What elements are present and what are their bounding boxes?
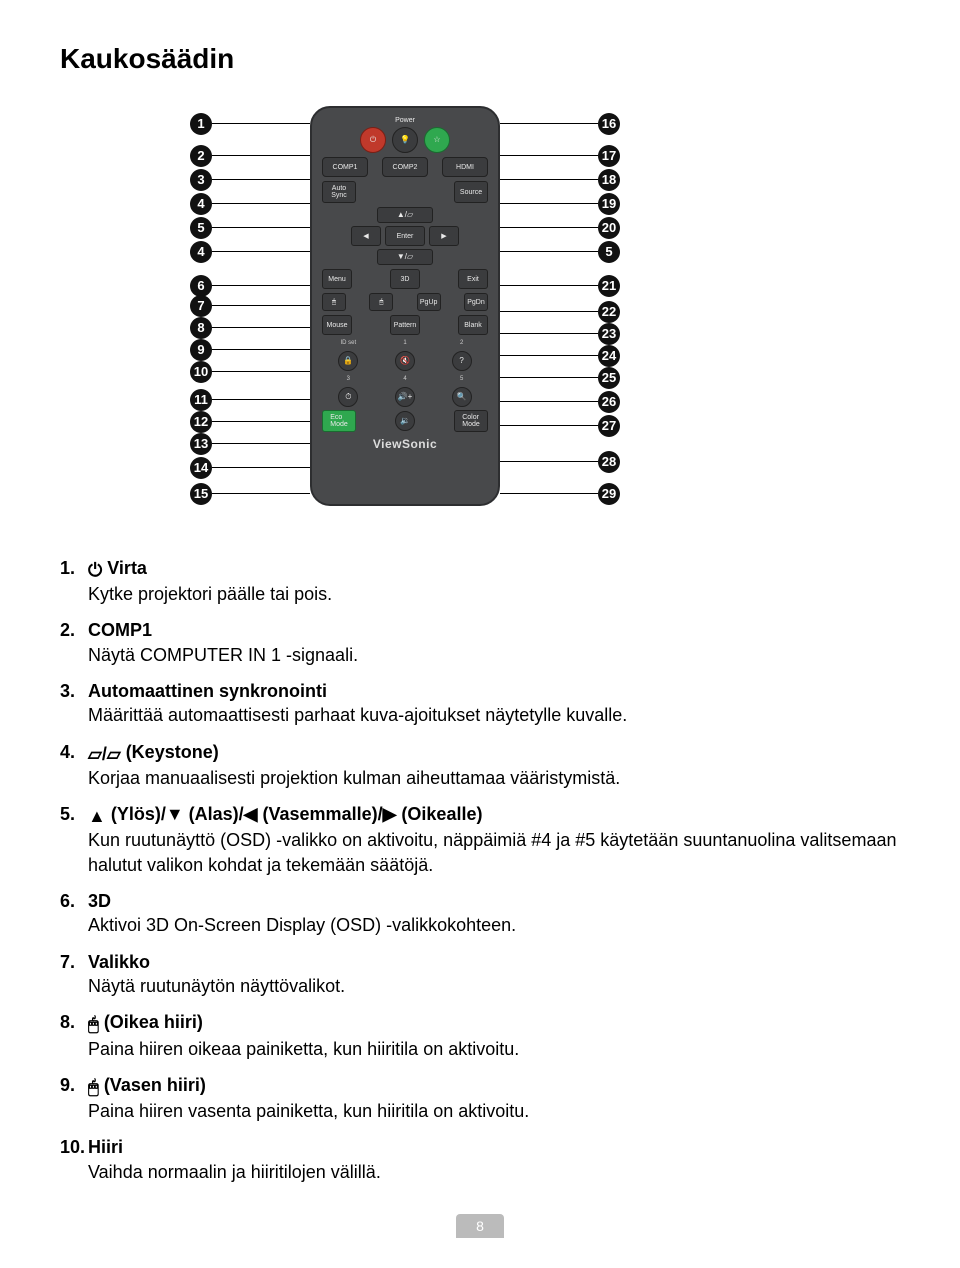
mouse-l-button[interactable]: 🖱 bbox=[369, 293, 393, 311]
callout-10: 10 bbox=[190, 361, 310, 383]
power-button[interactable]: ⏻ bbox=[360, 127, 386, 153]
callout-22: 22 bbox=[500, 301, 620, 323]
list-item: 🖱 (Oikea hiiri)Paina hiiren oikeaa paini… bbox=[60, 1010, 900, 1061]
voldown-button[interactable]: 🔉 bbox=[395, 411, 415, 431]
timer-button[interactable]: ⏱ bbox=[338, 387, 358, 407]
callout-9: 9 bbox=[190, 339, 310, 361]
callout-16: 16 bbox=[500, 113, 620, 135]
list-item: ValikkoNäytä ruutunäytön näyttövalikot. bbox=[60, 950, 900, 999]
page-title: Kaukosäädin bbox=[60, 40, 900, 78]
callout-6: 6 bbox=[190, 275, 310, 297]
enter-button[interactable]: Enter bbox=[385, 226, 425, 246]
pgdn-button[interactable]: PgDn bbox=[464, 293, 488, 311]
callout-20: 20 bbox=[500, 217, 620, 239]
callout-3: 3 bbox=[190, 169, 310, 191]
callout-26: 26 bbox=[500, 391, 620, 413]
remote-body: Power ⏻ 💡 ☆ COMP1 COMP2 HDMI Auto Sync S… bbox=[310, 106, 500, 506]
colormode-button[interactable]: Color Mode bbox=[454, 410, 488, 432]
list-item: ▲ (Ylös)/▼ (Alas)/◀ (Vasemmalle)/▶ (Oike… bbox=[60, 802, 900, 877]
callout-4: 4 bbox=[190, 193, 310, 215]
list-item: 3DAktivoi 3D On-Screen Display (OSD) -va… bbox=[60, 889, 900, 938]
blank-button[interactable]: Blank bbox=[458, 315, 488, 335]
keystone-icon: ▱/▱ bbox=[88, 742, 121, 766]
list-item: ▱/▱ (Keystone)Korjaa manuaalisesti proje… bbox=[60, 740, 900, 791]
callout-7: 7 bbox=[190, 295, 310, 317]
list-item: HiiriVaihda normaalin ja hiiritilojen vä… bbox=[60, 1135, 900, 1184]
mute-button[interactable]: 🔇 bbox=[395, 351, 415, 371]
callout-24: 24 bbox=[500, 345, 620, 367]
lock-button[interactable]: 🔒 bbox=[338, 351, 358, 371]
pgup-button[interactable]: PgUp bbox=[417, 293, 441, 311]
callout-1: 1 bbox=[190, 113, 310, 135]
page-number: 8 bbox=[456, 1214, 504, 1238]
callout-4: 4 bbox=[190, 241, 310, 263]
callout-5: 5 bbox=[190, 217, 310, 239]
menu-button[interactable]: Menu bbox=[322, 269, 352, 289]
callout-19: 19 bbox=[500, 193, 620, 215]
mouse-button[interactable]: Mouse bbox=[322, 315, 352, 335]
list-item: 🖱 (Vasen hiiri)Paina hiiren vasenta pain… bbox=[60, 1073, 900, 1124]
callout-21: 21 bbox=[500, 275, 620, 297]
arrows-icon: ▲ bbox=[88, 804, 106, 828]
mouse-r-icon: 🖱 bbox=[88, 1012, 99, 1036]
list-item: Automaattinen synkronointiMäärittää auto… bbox=[60, 679, 900, 728]
power-label: Power bbox=[322, 116, 488, 125]
callout-2: 2 bbox=[190, 145, 310, 167]
mouse-r-button[interactable]: 🖱 bbox=[322, 293, 346, 311]
callout-14: 14 bbox=[190, 457, 310, 479]
brand-label: ViewSonic bbox=[322, 436, 488, 452]
callout-17: 17 bbox=[500, 145, 620, 167]
right-arrow[interactable]: ▶ bbox=[429, 226, 459, 246]
eco-button[interactable]: Eco Mode bbox=[322, 410, 356, 432]
mouse-l-icon: 🖱 bbox=[88, 1075, 99, 1099]
callout-12: 12 bbox=[190, 411, 310, 433]
callout-15: 15 bbox=[190, 483, 310, 505]
star-button[interactable]: ☆ bbox=[424, 127, 450, 153]
power-icon: ⏻ bbox=[88, 558, 102, 582]
hdmi-button[interactable]: HDMI bbox=[442, 157, 488, 177]
help-button[interactable]: ? bbox=[452, 351, 472, 371]
comp1-button[interactable]: COMP1 bbox=[322, 157, 368, 177]
autosync-button[interactable]: Auto Sync bbox=[322, 181, 356, 203]
callout-18: 18 bbox=[500, 169, 620, 191]
source-button[interactable]: Source bbox=[454, 181, 488, 203]
callout-23: 23 bbox=[500, 323, 620, 345]
list-item: COMP1Näytä COMPUTER IN 1 -signaali. bbox=[60, 618, 900, 667]
callout-8: 8 bbox=[190, 317, 310, 339]
remote-diagram: 1234546789101112131415 16171819205212223… bbox=[190, 106, 900, 526]
list-item: ⏻ VirtaKytke projektori päälle tai pois. bbox=[60, 556, 900, 607]
callout-5: 5 bbox=[500, 241, 620, 263]
pattern-button[interactable]: Pattern bbox=[390, 315, 420, 335]
keystone-down[interactable]: ▼/▱ bbox=[377, 249, 433, 265]
callout-27: 27 bbox=[500, 415, 620, 437]
left-arrow[interactable]: ◀ bbox=[351, 226, 381, 246]
keystone-up[interactable]: ▲/▱ bbox=[377, 207, 433, 223]
callout-11: 11 bbox=[190, 389, 310, 411]
callout-25: 25 bbox=[500, 367, 620, 389]
idset-label: ID set bbox=[340, 339, 356, 347]
callout-28: 28 bbox=[500, 451, 620, 473]
zoom-button[interactable]: 🔍 bbox=[452, 387, 472, 407]
comp2-button[interactable]: COMP2 bbox=[382, 157, 428, 177]
callout-29: 29 bbox=[500, 483, 620, 505]
callout-13: 13 bbox=[190, 433, 310, 455]
volup-button[interactable]: 🔊+ bbox=[395, 387, 415, 407]
exit-button[interactable]: Exit bbox=[458, 269, 488, 289]
feature-list: ⏻ VirtaKytke projektori päälle tai pois.… bbox=[60, 556, 900, 1184]
3d-button[interactable]: 3D bbox=[390, 269, 420, 289]
light-button[interactable]: 💡 bbox=[392, 127, 418, 153]
